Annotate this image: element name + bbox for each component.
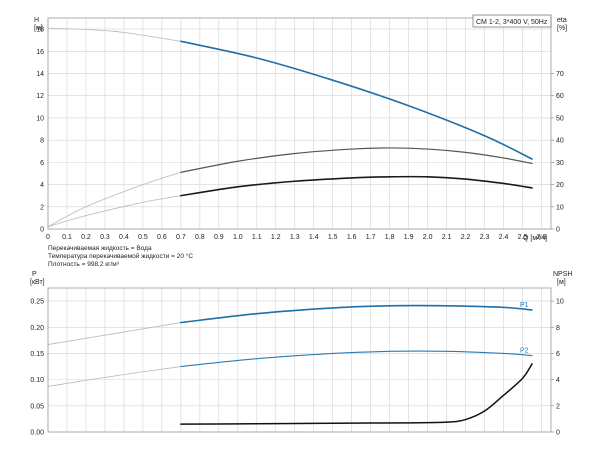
note-liquid: Перекачиваемая жидкость = Вода [48, 245, 152, 252]
note-density: Плотность = 998.2 кг/м³ [48, 261, 120, 268]
x-tick: 0.5 [138, 234, 148, 241]
y-right-tick-1: 10 [556, 299, 564, 306]
x-tick: 1.8 [385, 234, 395, 241]
y-left-tick-1: 0.10 [30, 377, 44, 384]
y-left-tick-0: 2 [40, 204, 44, 211]
x-tick: 1.4 [309, 234, 319, 241]
y-right-tick-0: 70 [556, 71, 564, 78]
y-right-tick-1: 2 [556, 403, 560, 410]
series-line-1-0 [180, 304, 533, 324]
x-tick: 0.2 [81, 234, 91, 241]
series-line-0-2 [180, 175, 533, 197]
x-tick: 1.2 [271, 234, 281, 241]
bottom-y-left-label-1: P [32, 271, 37, 278]
y-right-tick-1: 8 [556, 325, 560, 332]
x-tick: 2.3 [480, 234, 490, 241]
series-extension-1-0 [47, 322, 181, 345]
legend-text: CM 1-2, 3*400 V, 50Hz [476, 19, 548, 26]
x-tick: 0.8 [195, 234, 205, 241]
series-extension-0-0 [47, 27, 181, 42]
y-left-tick-1: 0.20 [30, 325, 44, 332]
x-tick: 0.6 [157, 234, 167, 241]
series-line-0-1 [180, 147, 533, 173]
x-tick: 0 [46, 234, 50, 241]
plot-frame-0 [47, 17, 552, 230]
x-tick: 1.9 [404, 234, 414, 241]
frame-layer [47, 17, 552, 433]
x-tick: 0.7 [176, 234, 186, 241]
top-y-left-label-1: H [34, 17, 39, 24]
x-tick: 0.4 [119, 234, 129, 241]
x-tick: 1.7 [366, 234, 376, 241]
y-left-tick-0: 18 [36, 27, 44, 34]
y-left-tick-1: 0.25 [30, 299, 44, 306]
bottom-y-right-label-1: NPSH [553, 271, 572, 278]
x-tick: 1.6 [347, 234, 357, 241]
x-tick: 0.1 [62, 234, 72, 241]
top-x-label: Q [м³/ч] [523, 235, 547, 242]
x-tick: 2.0 [423, 234, 433, 241]
x-tick: 0.3 [100, 234, 110, 241]
y-right-tick-0: 50 [556, 115, 564, 122]
y-left-tick-0: 6 [40, 160, 44, 167]
x-tick: 2.1 [442, 234, 452, 241]
series-line-1-2 [180, 363, 533, 425]
x-tick: 1.0 [233, 234, 243, 241]
x-tick: 2.6 [537, 234, 547, 241]
y-right-tick-0: 30 [556, 160, 564, 167]
x-tick: 1.3 [290, 234, 300, 241]
series-line-0-0 [180, 40, 533, 160]
x-tick: 2.4 [499, 234, 509, 241]
y-right-tick-1: 6 [556, 351, 560, 358]
y-left-tick-0: 14 [36, 71, 44, 78]
grid-layer [47, 18, 551, 433]
y-right-tick-0: 20 [556, 182, 564, 189]
legend-box [472, 14, 552, 28]
x-tick: 2.2 [461, 234, 471, 241]
y-left-tick-0: 4 [40, 182, 44, 189]
y-left-tick-0: 0 [40, 227, 44, 234]
y-right-tick-1: 0 [556, 430, 560, 437]
series-extension-0-2 [47, 195, 181, 228]
plot-frame-1 [47, 287, 552, 433]
y-left-tick-0: 10 [36, 115, 44, 122]
top-y-right-label-1: eta [557, 17, 567, 24]
y-right-tick-0: 0 [556, 227, 560, 234]
bottom-y-right-label-2: [м] [557, 279, 566, 286]
series-line-1-1 [180, 350, 533, 368]
y-left-tick-0: 8 [40, 138, 44, 145]
x-tick: 1.5 [328, 234, 338, 241]
series-name-P1: P1 [520, 302, 529, 309]
y-right-tick-0: 60 [556, 93, 564, 100]
y-right-tick-1: 4 [556, 377, 560, 384]
top-y-left-label-2: [м] [34, 25, 43, 32]
y-right-tick-0: 40 [556, 138, 564, 145]
series-extension-1-1 [47, 366, 181, 387]
x-tick: 2.5 [518, 234, 528, 241]
y-left-tick-1: 0.05 [30, 403, 44, 410]
series-layer [47, 27, 533, 425]
top-y-right-label-2: [%] [557, 25, 567, 32]
y-left-tick-0: 12 [36, 93, 44, 100]
x-tick: 1.1 [252, 234, 262, 241]
y-left-tick-1: 0.15 [30, 351, 44, 358]
series-extension-0-1 [47, 171, 181, 228]
y-right-tick-0: 10 [556, 204, 564, 211]
y-left-tick-1: 0.00 [30, 430, 44, 437]
bottom-y-left-label-2: [кВт] [30, 279, 45, 286]
x-tick: 0.9 [214, 234, 224, 241]
series-name-P2: P2 [520, 348, 529, 355]
note-temperature: Температура перекачиваемой жидкости = 20… [48, 252, 193, 260]
y-left-tick-0: 16 [36, 49, 44, 56]
